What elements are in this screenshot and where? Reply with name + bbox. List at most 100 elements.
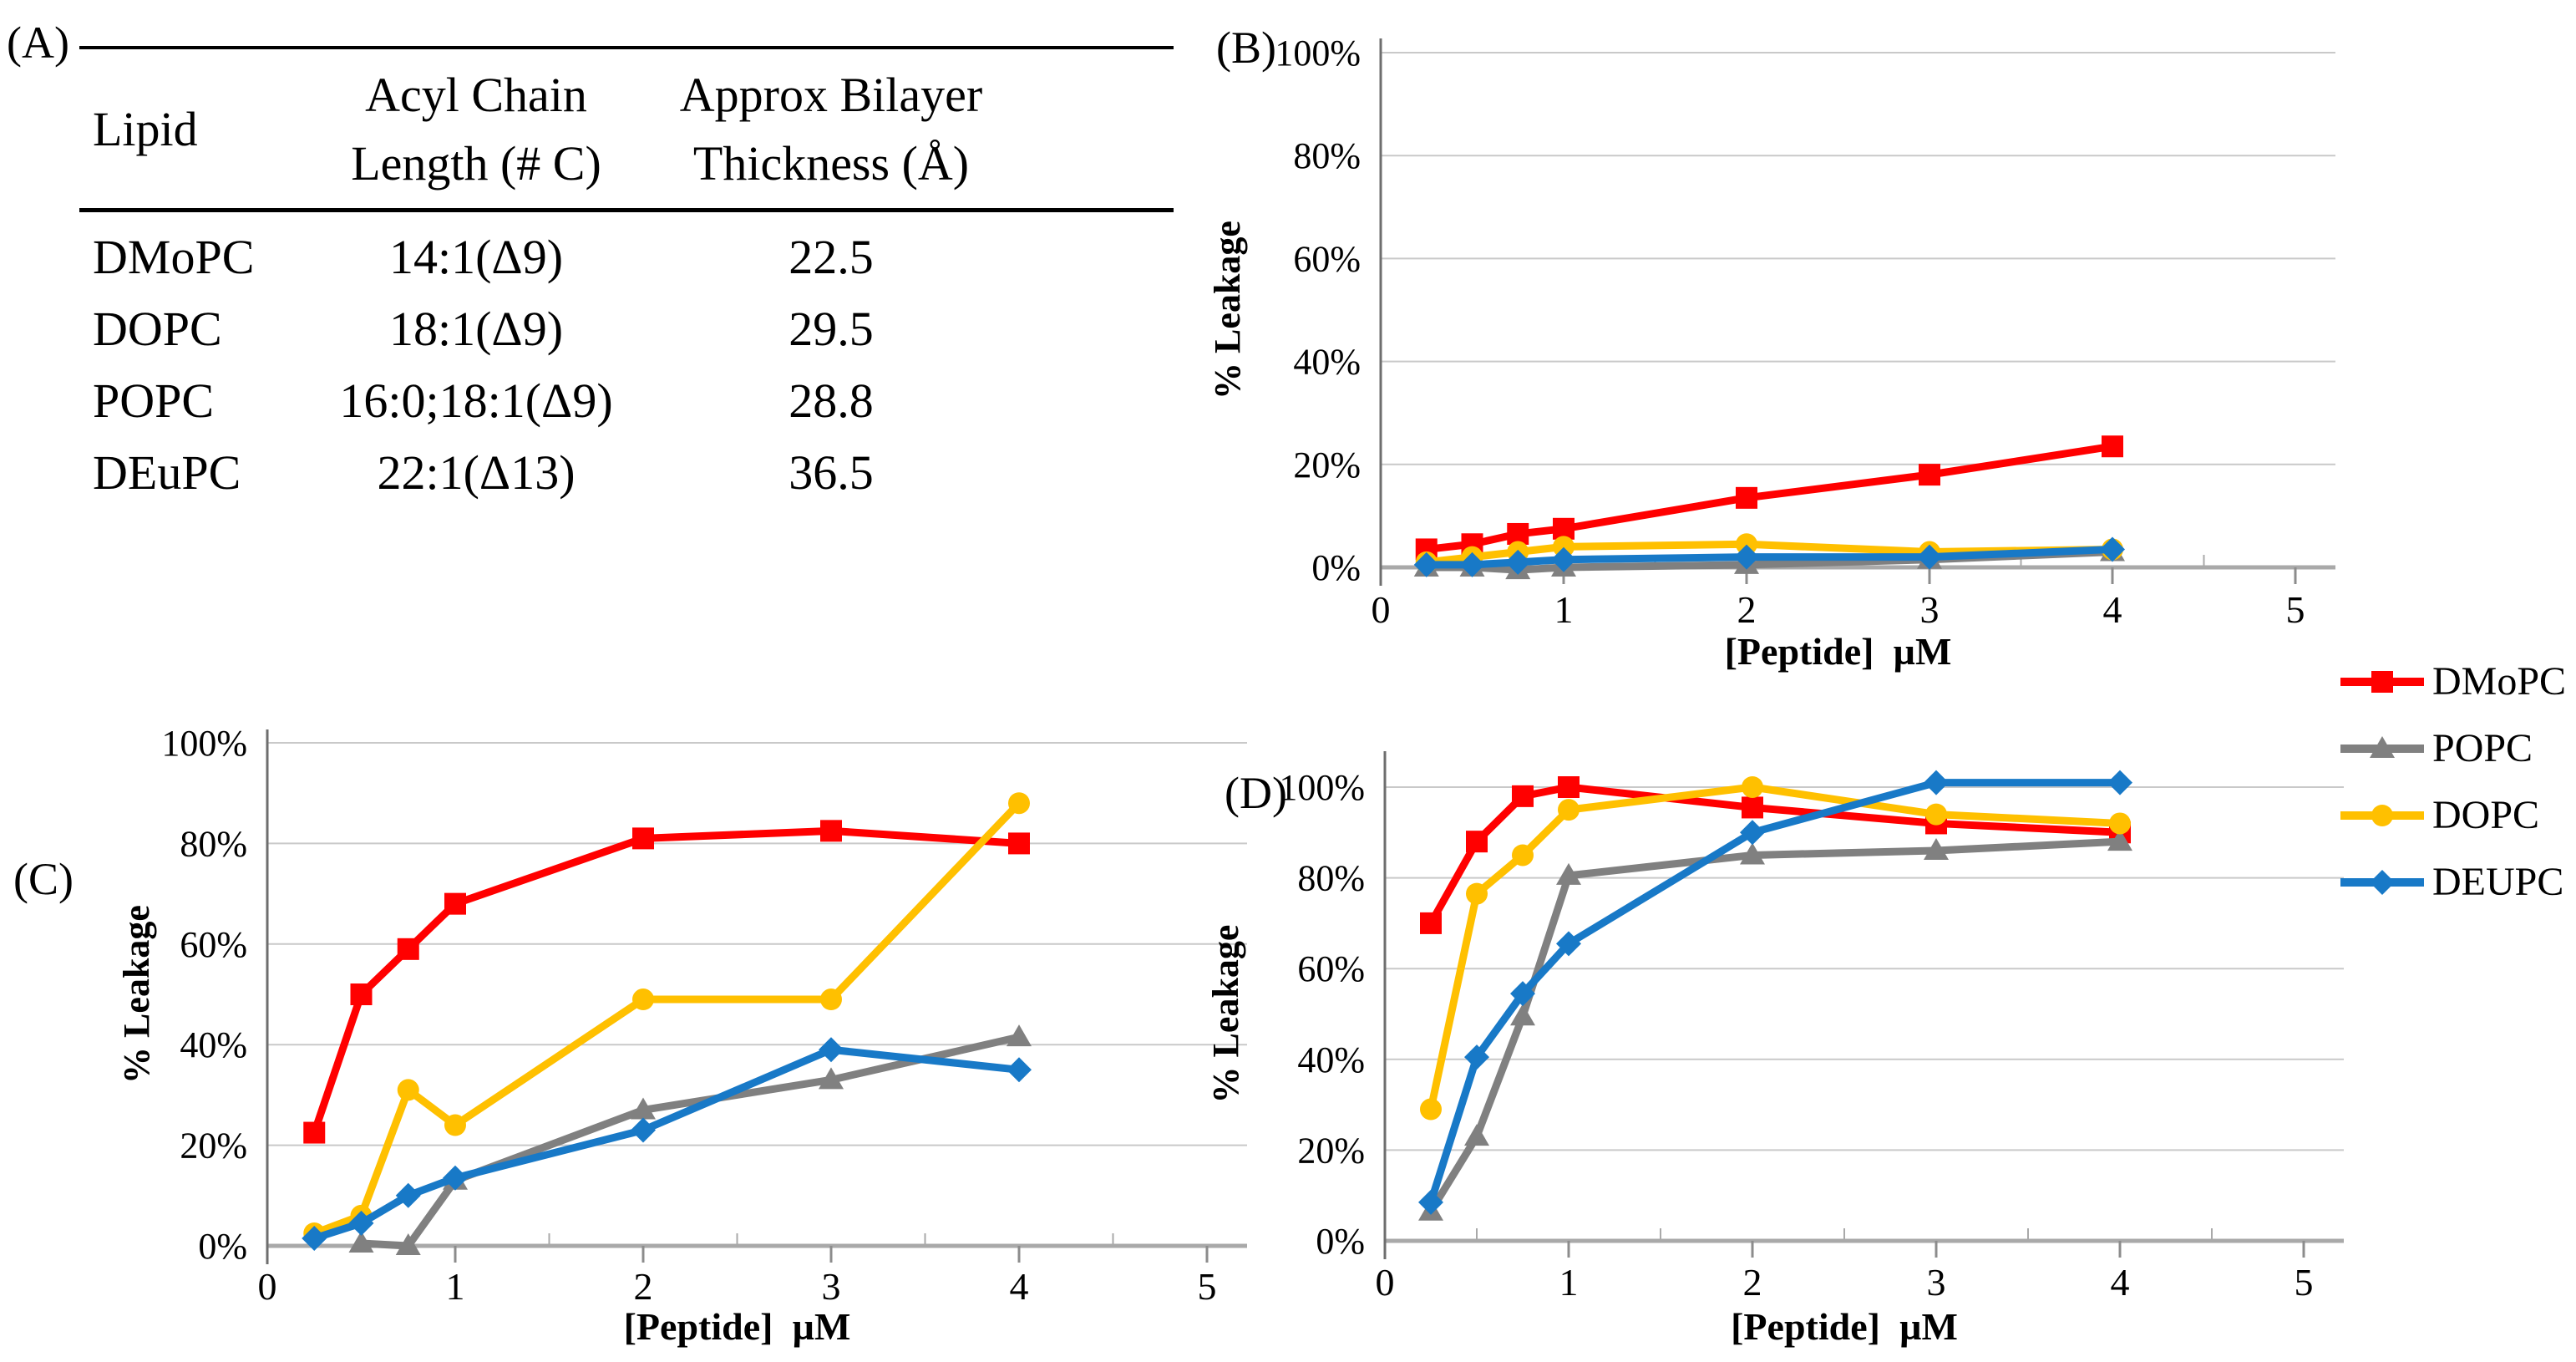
x-tick-label: 4 (1010, 1265, 1029, 1308)
table-header-lipid: Lipid (93, 102, 198, 156)
data-point-popc (348, 1230, 374, 1253)
data-point-dopc (820, 988, 842, 1011)
y-tick-label: 0% (198, 1226, 247, 1267)
y-tick-label: 60% (1297, 948, 1365, 989)
series-line-dopc (310, 799, 1023, 1237)
table-row: DOPC 18:1(Δ9) 29.5 (79, 292, 1174, 364)
x-tick-label: 3 (822, 1265, 841, 1308)
data-point-popc (395, 1233, 421, 1255)
y-tick-label: 80% (180, 823, 247, 864)
x-tick-label: 5 (2295, 1261, 2314, 1304)
table-header-bilayer-thickness: Approx Bilayer Thickness (Å) (679, 68, 983, 191)
legend-marker (2370, 736, 2395, 758)
data-point-deupc (631, 1117, 656, 1143)
table-cell-chain: 22:1(Δ13) (377, 445, 576, 500)
data-point-deupc (819, 1037, 844, 1063)
data-point-dopc (1742, 776, 1763, 798)
x-tick-label: 2 (1743, 1261, 1762, 1304)
series-line-dmopc (310, 826, 1023, 1137)
series-line-popc (357, 1033, 1023, 1250)
chart-legend: DMoPC POPC DOPC DEUPC (2339, 660, 2566, 927)
lipid-table: Lipid Acyl Chain Length (# C) Approx Bil… (79, 46, 1174, 508)
table-cell-lipid: DMoPC (93, 229, 255, 284)
data-point-deupc (1917, 544, 1942, 570)
table-cell-thickness: 29.5 (789, 301, 874, 356)
legend-marker (2371, 805, 2393, 826)
table-cell-lipid: DEuPC (93, 445, 241, 500)
y-tick-label: 100% (1279, 767, 1365, 808)
table-header-rule (79, 208, 1174, 212)
data-point-dopc (1553, 536, 1575, 558)
table-header-acyl-chain: Acyl Chain Length (# C) (351, 68, 601, 191)
data-point-deupc (1734, 544, 1759, 570)
panel-label: (B) (1216, 23, 1276, 73)
table-cell-thickness: 22.5 (789, 229, 874, 284)
data-point-deupc (443, 1165, 468, 1191)
data-point-deupc (1413, 551, 1439, 577)
data-point-popc (631, 1097, 656, 1120)
data-point-deupc (395, 1182, 421, 1208)
data-point-dmopc (1008, 832, 1030, 855)
legend-item-popc: POPC (2339, 727, 2566, 770)
data-point-dopc (1420, 1098, 1442, 1121)
data-point-deupc (2107, 770, 2132, 795)
data-point-deupc (302, 1225, 327, 1251)
data-point-dmopc (1512, 785, 1534, 807)
chart-panel-b: 0% 20% 40% 60% 80% 100% 0 1 2 3 4 5 [Peptide] µM % Le… (1207, 23, 2335, 673)
legend-label: POPC (2432, 726, 2533, 770)
data-point-popc (2107, 829, 2132, 851)
y-tick-label: 20% (180, 1126, 247, 1166)
panel-a-label: (A) (7, 18, 69, 68)
data-point-deupc (1464, 1044, 1489, 1070)
data-point-popc (1740, 842, 1765, 865)
data-point-dmopc (1742, 796, 1763, 819)
data-point-dopc (1466, 882, 1488, 905)
y-tick-label: 40% (180, 1024, 247, 1065)
data-point-dmopc (1736, 486, 1757, 509)
data-point-dmopc (2102, 435, 2123, 458)
y-tick-label: 40% (1297, 1039, 1365, 1080)
data-point-dmopc (1558, 776, 1580, 798)
x-tick-label: 0 (258, 1265, 277, 1308)
table-row: DEuPC 22:1(Δ13) 36.5 (79, 436, 1174, 508)
series-line-popc (1427, 837, 2124, 1216)
data-point-deupc (1007, 1057, 1032, 1083)
y-tick-label: 60% (1293, 238, 1361, 279)
panel-label: (C) (13, 854, 74, 904)
data-point-deupc (1510, 981, 1535, 1007)
data-point-deupc (1551, 546, 1576, 572)
y-tick-label: 100% (161, 723, 247, 764)
y-tick-label: 60% (180, 924, 247, 965)
legend-swatch-triangle-icon (2340, 736, 2424, 758)
data-point-dmopc (632, 827, 654, 850)
data-point-dopc (1512, 844, 1534, 866)
x-tick-label: 0 (1372, 588, 1391, 631)
chart-panel-d: 0% 20% 40% 60% 80% 100% 0 1 2 3 4 5 [Peptide] µM % Le… (1205, 751, 2344, 1348)
x-tick-label: 1 (446, 1265, 465, 1308)
data-point-popc (1510, 1004, 1535, 1026)
series-line-dmopc (1422, 442, 2117, 553)
panel-label: (D) (1225, 768, 1287, 818)
legend-item-dmopc: DMoPC (2339, 660, 2566, 704)
x-axis-title: [Peptide] µM (1725, 630, 1952, 673)
data-point-dmopc (350, 983, 373, 1005)
data-point-popc (1464, 1124, 1489, 1146)
data-point-deupc (348, 1210, 374, 1236)
series-line-dopc (1427, 783, 2124, 1114)
data-point-dmopc (444, 892, 466, 915)
x-tick-label: 2 (1737, 588, 1757, 631)
y-tick-label: 80% (1297, 858, 1365, 899)
data-point-dopc (1558, 799, 1580, 821)
x-tick-label: 1 (1554, 588, 1574, 631)
table-cell-chain: 14:1(Δ9) (388, 229, 564, 284)
legend-swatch-diamond-icon (2340, 870, 2424, 895)
table-cell-chain: 16:0;18:1(Δ9) (339, 373, 613, 428)
data-point-dmopc (1420, 912, 1442, 934)
series-line-deupc (310, 1045, 1023, 1243)
data-point-dmopc (303, 1121, 326, 1144)
legend-swatch-square-icon (2340, 671, 2424, 693)
x-axis-title: [Peptide] µM (624, 1305, 851, 1348)
y-tick-label: 40% (1293, 342, 1361, 383)
data-point-deupc (1418, 1189, 1443, 1215)
x-tick-label: 3 (1920, 588, 1940, 631)
